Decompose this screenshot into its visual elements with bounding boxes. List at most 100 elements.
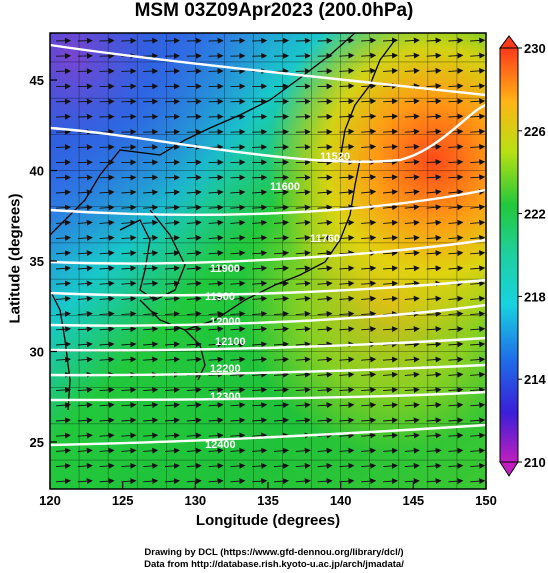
- wind-arrow: [164, 234, 180, 241]
- wind-arrow: [121, 295, 137, 302]
- wind-arrow: [208, 447, 224, 454]
- wind-arrow: [339, 310, 355, 317]
- wind-arrow: [99, 417, 115, 424]
- wind-arrow: [208, 204, 224, 211]
- wind-arrow: [273, 189, 289, 196]
- y-axis: 25 30 35 40 45: [30, 73, 57, 450]
- gridlines: [50, 33, 486, 489]
- wind-arrow: [77, 447, 93, 454]
- wind-arrow: [164, 478, 180, 485]
- wind-arrow: [426, 386, 442, 393]
- wind-arrow: [361, 128, 377, 135]
- wind-arrow: [317, 234, 333, 241]
- wind-arrow: [99, 234, 115, 241]
- wind-arrow: [164, 295, 180, 302]
- wind-arrow: [55, 250, 71, 257]
- wind-arrow: [77, 280, 93, 287]
- wind-arrow: [470, 250, 486, 257]
- wind-arrow: [361, 265, 377, 272]
- wind-arrow: [230, 386, 246, 393]
- wind-arrow: [164, 326, 180, 333]
- wind-arrow: [186, 326, 202, 333]
- wind-arrow: [317, 402, 333, 409]
- wind-arrow: [470, 219, 486, 226]
- wind-arrow: [339, 219, 355, 226]
- contour-label: 11600: [270, 181, 300, 193]
- wind-arrow: [295, 356, 311, 363]
- wind-arrow: [382, 159, 398, 166]
- wind-arrow: [339, 52, 355, 59]
- wind-arrow: [404, 37, 420, 44]
- wind-arrow: [339, 143, 355, 150]
- wind-arrow: [186, 462, 202, 469]
- wind-arrow: [426, 250, 442, 257]
- wind-arrow: [426, 113, 442, 120]
- wind-arrow: [208, 341, 224, 348]
- wind-arrow: [164, 462, 180, 469]
- wind-arrow: [339, 204, 355, 211]
- wind-arrow: [426, 83, 442, 90]
- wind-arrow: [317, 250, 333, 257]
- x-tick-label: 140: [330, 493, 352, 508]
- wind-arrow: [361, 310, 377, 317]
- wind-arrow: [448, 37, 464, 44]
- wind-arrow: [164, 189, 180, 196]
- wind-arrow: [426, 174, 442, 181]
- wind-arrow: [361, 326, 377, 333]
- wind-arrow: [77, 432, 93, 439]
- wind-arrow: [252, 447, 268, 454]
- wind-arrow: [273, 371, 289, 378]
- wind-arrow: [361, 371, 377, 378]
- wind-arrow: [361, 189, 377, 196]
- wind-arrow: [361, 402, 377, 409]
- wind-arrow: [448, 295, 464, 302]
- wind-arrow: [208, 386, 224, 393]
- wind-arrow: [230, 234, 246, 241]
- wind-arrow: [382, 265, 398, 272]
- wind-arrow: [470, 478, 486, 485]
- wind-arrow: [382, 98, 398, 105]
- wind-arrow: [121, 280, 137, 287]
- wind-arrow: [404, 219, 420, 226]
- contour-line: [49, 423, 487, 447]
- wind-arrow: [230, 280, 246, 287]
- wind-arrow: [404, 265, 420, 272]
- y-tick-label: 25: [30, 435, 44, 450]
- wind-arrow: [99, 356, 115, 363]
- wind-arrow: [99, 295, 115, 302]
- x-axis: 120 125 130 135 140 145 150: [39, 482, 497, 508]
- wind-arrow: [295, 250, 311, 257]
- wind-arrow: [121, 189, 137, 196]
- wind-arrow: [208, 295, 224, 302]
- wind-arrow: [273, 204, 289, 211]
- wind-arrow: [99, 204, 115, 211]
- wind-arrow: [208, 478, 224, 485]
- wind-arrow: [470, 265, 486, 272]
- wind-arrow: [55, 478, 71, 485]
- wind-arrow: [121, 234, 137, 241]
- contour-line: [49, 390, 487, 402]
- wind-arrow: [426, 189, 442, 196]
- wind-arrow: [339, 280, 355, 287]
- wind-arrow: [426, 295, 442, 302]
- wind-arrow: [55, 417, 71, 424]
- wind-arrow: [252, 371, 268, 378]
- wind-arrow: [295, 234, 311, 241]
- wind-arrow: [55, 432, 71, 439]
- wind-arrow: [404, 341, 420, 348]
- wind-arrow: [273, 295, 289, 302]
- wind-arrow: [470, 432, 486, 439]
- wind-arrow: [317, 356, 333, 363]
- wind-arrow: [448, 143, 464, 150]
- wind-arrow: [99, 310, 115, 317]
- wind-arrow: [448, 204, 464, 211]
- wind-arrow: [317, 462, 333, 469]
- wind-arrow: [230, 250, 246, 257]
- wind-arrow: [252, 265, 268, 272]
- wind-arrow: [230, 462, 246, 469]
- wind-arrow: [404, 234, 420, 241]
- wind-arrow: [404, 98, 420, 105]
- wind-arrow: [361, 98, 377, 105]
- x-tick-label: 150: [475, 493, 497, 508]
- wind-arrow: [361, 386, 377, 393]
